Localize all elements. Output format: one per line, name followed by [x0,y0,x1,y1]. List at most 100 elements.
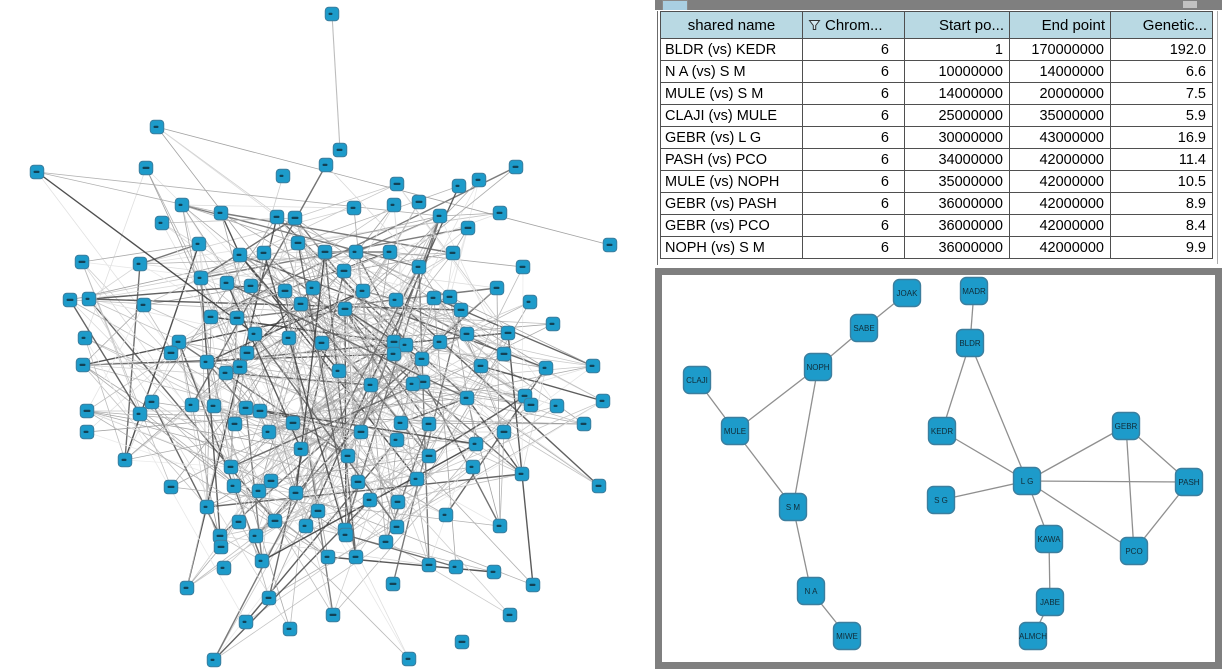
subnetwork-edge[interactable] [792,366,819,508]
subnetwork-node[interactable]: GEBR [1111,411,1141,441]
subnetwork-node[interactable]: BLDR [955,328,985,358]
table-cell[interactable]: 42000000 [1009,236,1111,259]
table-row[interactable]: PASH (vs) PCO 6 34000000 42000000 11.4 [660,148,1213,171]
subnetwork-edge[interactable] [734,366,819,432]
table-cell[interactable]: 5.9 [1110,104,1213,127]
table-cell[interactable]: 20000000 [1009,82,1111,105]
table-cell[interactable]: MULE (vs) S M [660,82,803,105]
table-row[interactable]: CLAJI (vs) MULE 6 25000000 35000000 5.9 [660,104,1213,127]
subnetwork-node[interactable]: N A [796,576,826,606]
table-cell[interactable]: 35000000 [904,170,1010,193]
table-cell[interactable]: 35000000 [1009,104,1111,127]
main-network-canvas[interactable] [0,0,655,669]
table-cell[interactable]: 6 [802,104,905,127]
table-cell[interactable]: 16.9 [1110,126,1213,149]
subnetwork-node[interactable]: PASH [1174,467,1204,497]
column-header[interactable]: Chrom... [802,11,905,39]
subnetwork-canvas[interactable]: JOAK MADR SABE BLDR NOPH CLAJI MULE KEDR GEBR L G… [655,268,1222,669]
table-cell[interactable]: GEBR (vs) PASH [660,192,803,215]
table-cell[interactable]: GEBR (vs) L G [660,126,803,149]
table-cell[interactable]: 7.5 [1110,82,1213,105]
subnetwork-edge[interactable] [941,342,971,432]
table-cell[interactable]: 192.0 [1110,38,1213,61]
subnetwork-node[interactable]: NOPH [803,352,833,382]
table-cell[interactable]: N A (vs) S M [660,60,803,83]
table-cell[interactable]: BLDR (vs) KEDR [660,38,803,61]
table-cell[interactable]: 14000000 [1009,60,1111,83]
table-cell[interactable]: 36000000 [904,192,1010,215]
subnetwork-node[interactable]: ALMCH [1018,621,1047,651]
table-cell[interactable]: 6 [802,236,905,259]
subnetwork-node[interactable]: CLAJI [682,365,712,395]
subnetwork-node[interactable]: L G [1012,466,1042,496]
strip-drag-handle[interactable] [1183,1,1197,8]
table-row[interactable]: BLDR (vs) KEDR 6 1 170000000 192.0 [660,38,1213,61]
subnetwork-node[interactable]: MADR [959,276,989,306]
table-cell[interactable]: 42000000 [1009,148,1111,171]
table-cell[interactable]: 6.6 [1110,60,1213,83]
column-header[interactable]: End point [1009,11,1111,39]
table-row[interactable]: MULE (vs) S M 6 14000000 20000000 7.5 [660,82,1213,105]
table-cell[interactable]: 42000000 [1009,192,1111,215]
subnetwork-edge[interactable] [969,342,1028,482]
table-cell[interactable]: 36000000 [904,214,1010,237]
table-cell[interactable]: 42000000 [1009,214,1111,237]
table-cell[interactable]: PASH (vs) PCO [660,148,803,171]
subnetwork-node[interactable]: PCO [1119,536,1149,566]
table-cell[interactable]: 6 [802,148,905,171]
table-cell[interactable]: 36000000 [904,236,1010,259]
table-row[interactable]: MULE (vs) NOPH 6 35000000 42000000 10.5 [660,170,1213,193]
filter-funnel-icon[interactable] [808,19,821,31]
subnetwork-node[interactable]: S M [778,492,808,522]
table-cell[interactable]: 25000000 [904,104,1010,127]
column-header[interactable]: shared name [660,11,803,39]
table-cell[interactable]: 6 [802,60,905,83]
table-cell[interactable]: 6 [802,170,905,193]
table-row[interactable]: N A (vs) S M 6 10000000 14000000 6.6 [660,60,1213,83]
subnetwork-edge[interactable] [1125,425,1135,552]
table-cell[interactable]: 10.5 [1110,170,1213,193]
subnetwork-edge[interactable] [1026,480,1190,483]
table-cell[interactable]: 8.4 [1110,214,1213,237]
table-cell[interactable]: 11.4 [1110,148,1213,171]
table-cell[interactable]: 6 [802,82,905,105]
table-cell[interactable]: NOPH (vs) S M [660,236,803,259]
subnetwork-node[interactable]: JABE [1035,587,1065,617]
subnetwork-node[interactable]: S G [926,485,956,515]
table-cell[interactable]: 6 [802,126,905,149]
column-header[interactable]: Start po... [904,11,1010,39]
subnetwork-node[interactable]: JOAK [892,278,922,308]
table-cell[interactable]: 8.9 [1110,192,1213,215]
table-cell[interactable]: 30000000 [904,126,1010,149]
table-cell[interactable]: 6 [802,38,905,61]
table-cell[interactable]: 170000000 [1009,38,1111,61]
subnetwork-edge[interactable] [1026,480,1135,552]
subnetwork-node[interactable]: KEDR [927,416,957,446]
table-cell[interactable]: MULE (vs) NOPH [660,170,803,193]
column-header[interactable]: Genetic... [1110,11,1213,39]
table-cell[interactable]: 6 [802,192,905,215]
table-cell[interactable]: 34000000 [904,148,1010,171]
table-row[interactable]: NOPH (vs) S M 6 36000000 42000000 9.9 [660,236,1213,259]
table-cell[interactable]: 9.9 [1110,236,1213,259]
subnetwork-edge[interactable] [941,430,1028,482]
subnetwork-edge[interactable] [940,480,1028,501]
subnetwork-node-label: KEDR [931,427,953,436]
table-cell[interactable]: 6 [802,214,905,237]
subnetwork-node[interactable]: MULE [720,416,750,446]
table-cell[interactable]: 1 [904,38,1010,61]
table-cell[interactable]: 43000000 [1009,126,1111,149]
table-row[interactable]: GEBR (vs) L G 6 30000000 43000000 16.9 [660,126,1213,149]
table-row[interactable]: GEBR (vs) PCO 6 36000000 42000000 8.4 [660,214,1213,237]
table-tab[interactable] [662,0,688,10]
table-cell[interactable]: 42000000 [1009,170,1111,193]
subnetwork-edge[interactable] [1026,425,1127,482]
subnetwork-node[interactable]: SABE [849,313,879,343]
subnetwork-node[interactable]: KAWA [1034,524,1064,554]
table-row[interactable]: GEBR (vs) PASH 6 36000000 42000000 8.9 [660,192,1213,215]
table-cell[interactable]: CLAJI (vs) MULE [660,104,803,127]
subnetwork-node[interactable]: MIWE [832,621,862,651]
table-cell[interactable]: GEBR (vs) PCO [660,214,803,237]
table-cell[interactable]: 10000000 [904,60,1010,83]
table-cell[interactable]: 14000000 [904,82,1010,105]
